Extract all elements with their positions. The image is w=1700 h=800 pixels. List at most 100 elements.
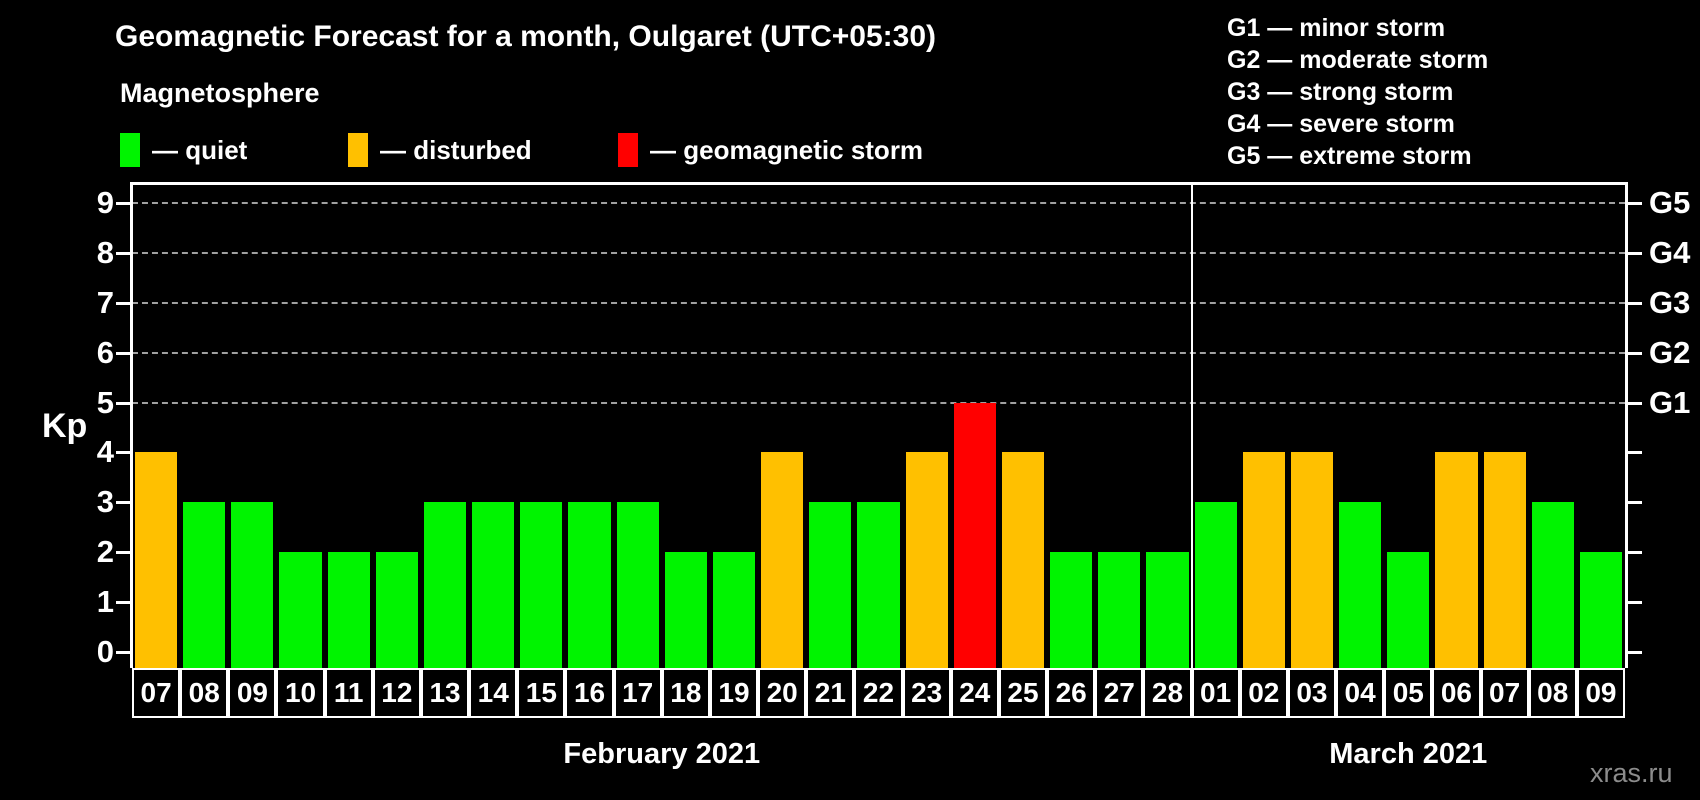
kp-bar-day-26 <box>1050 552 1093 668</box>
date-cell-15: 15 <box>517 668 566 718</box>
watermark: xras.ru <box>1590 758 1673 788</box>
kp-bar-day-08 <box>1531 502 1574 668</box>
kp-bar-day-12 <box>375 552 418 668</box>
plot-top-border <box>130 182 1628 185</box>
right-tick-0 <box>1628 651 1642 655</box>
kp-bar-day-07 <box>1483 452 1526 668</box>
kp-bar-day-27 <box>1098 552 1141 668</box>
date-cell-02: 02 <box>1239 668 1288 718</box>
right-tick-3 <box>1628 501 1642 505</box>
y-tick-label-7: 7 <box>96 284 114 320</box>
kp-bar-day-05 <box>1387 552 1430 668</box>
date-cell-22: 22 <box>854 668 903 718</box>
date-cell-20: 20 <box>758 668 807 718</box>
kp-bar-day-03 <box>1290 452 1334 668</box>
y-tick-label-8: 8 <box>96 234 114 270</box>
left-tick-3 <box>116 501 130 505</box>
kp-bar-day-14 <box>472 502 515 668</box>
quiet-color-swatch <box>120 133 140 167</box>
left-tick-4 <box>116 451 130 455</box>
left-tick-1 <box>116 601 130 605</box>
date-cell-07: 07 <box>1480 668 1529 718</box>
date-cell-18: 18 <box>661 668 710 718</box>
magnetosphere-label: Magnetosphere <box>120 78 320 108</box>
right-axis-label-g4: G4 <box>1649 234 1691 270</box>
right-tick-5 <box>1628 401 1642 405</box>
kp-bar-day-11 <box>327 552 370 668</box>
gridline-kp7 <box>132 301 1625 304</box>
right-tick-6 <box>1628 351 1642 355</box>
kp-bar-day-17 <box>616 502 659 668</box>
y-axis-label: Kp <box>42 407 88 445</box>
legend-item-storm: — geomagnetic storm <box>618 132 923 168</box>
kp-bar-day-18 <box>664 552 707 668</box>
date-cell-23: 23 <box>902 668 951 718</box>
month-label-february: February 2021 <box>563 738 761 770</box>
date-cell-19: 19 <box>709 668 759 718</box>
date-cell-24: 24 <box>950 668 999 718</box>
date-cell-28: 28 <box>1143 668 1192 718</box>
kp-bar-day-21 <box>809 502 852 668</box>
right-tick-8 <box>1628 251 1642 255</box>
gridline-kp6 <box>132 351 1625 354</box>
date-cell-03: 03 <box>1287 668 1337 718</box>
date-cell-07: 07 <box>132 668 181 718</box>
date-cell-27: 27 <box>1095 668 1144 718</box>
date-cell-14: 14 <box>469 668 518 718</box>
plot-right-axis <box>1625 185 1628 668</box>
kp-bar-day-02 <box>1242 452 1285 668</box>
right-tick-1 <box>1628 601 1642 605</box>
date-cell-09: 09 <box>1576 668 1625 718</box>
date-cell-25: 25 <box>998 668 1048 718</box>
y-tick-label-6: 6 <box>96 334 114 370</box>
gridline-kp8 <box>132 251 1625 254</box>
left-tick-6 <box>116 351 130 355</box>
left-tick-2 <box>116 551 130 555</box>
date-cell-01: 01 <box>1191 668 1240 718</box>
date-cell-17: 17 <box>613 668 662 718</box>
date-cell-08: 08 <box>1528 668 1577 718</box>
date-cell-12: 12 <box>372 668 421 718</box>
kp-bar-day-28 <box>1146 552 1189 668</box>
legend-label-storm: — geomagnetic storm <box>650 134 924 165</box>
date-cell-04: 04 <box>1336 668 1385 718</box>
kp-bar-day-04 <box>1339 502 1382 668</box>
date-cell-10: 10 <box>276 668 325 718</box>
g-scale-legend: G1 — minor storm G2 — moderate storm G3 … <box>1227 12 1488 172</box>
kp-bar-day-25 <box>1001 452 1045 668</box>
kp-bar-day-15 <box>520 502 563 668</box>
disturbed-color-swatch <box>348 133 368 167</box>
gridline-kp5 <box>132 401 1625 404</box>
right-tick-9 <box>1628 201 1642 205</box>
y-tick-label-0: 0 <box>96 634 114 670</box>
date-cell-05: 05 <box>1384 668 1433 718</box>
legend-label-quiet: — quiet <box>152 134 248 165</box>
left-tick-5 <box>116 401 130 405</box>
date-cell-26: 26 <box>1047 668 1096 718</box>
kp-bar-day-08 <box>183 502 226 668</box>
kp-bar-day-23 <box>905 452 948 668</box>
date-cell-11: 11 <box>324 668 373 718</box>
kp-bar-day-01 <box>1194 502 1237 668</box>
right-axis-label-g1: G1 <box>1649 384 1691 420</box>
legend-item-disturbed: — disturbed <box>348 132 532 168</box>
storm-color-swatch <box>618 133 638 167</box>
y-tick-label-9: 9 <box>96 184 114 220</box>
chart-title: Geomagnetic Forecast for a month, Oulgar… <box>115 20 937 53</box>
kp-bar-day-10 <box>279 552 322 668</box>
left-tick-0 <box>116 651 130 655</box>
date-cell-13: 13 <box>420 668 470 718</box>
legend-label-disturbed: — disturbed <box>380 134 532 165</box>
kp-bar-day-24 <box>953 402 996 668</box>
y-tick-label-4: 4 <box>96 434 114 470</box>
date-cell-16: 16 <box>565 668 614 718</box>
left-tick-8 <box>116 251 130 255</box>
y-tick-label-3: 3 <box>96 484 114 520</box>
g1-legend-line: G1 — minor storm <box>1227 14 1446 42</box>
right-axis-label-g2: G2 <box>1649 334 1691 370</box>
kp-bar-day-19 <box>712 552 756 668</box>
legend-item-quiet: — quiet <box>120 132 247 168</box>
left-tick-7 <box>116 301 130 305</box>
g2-legend-line: G2 — moderate storm <box>1227 46 1489 74</box>
